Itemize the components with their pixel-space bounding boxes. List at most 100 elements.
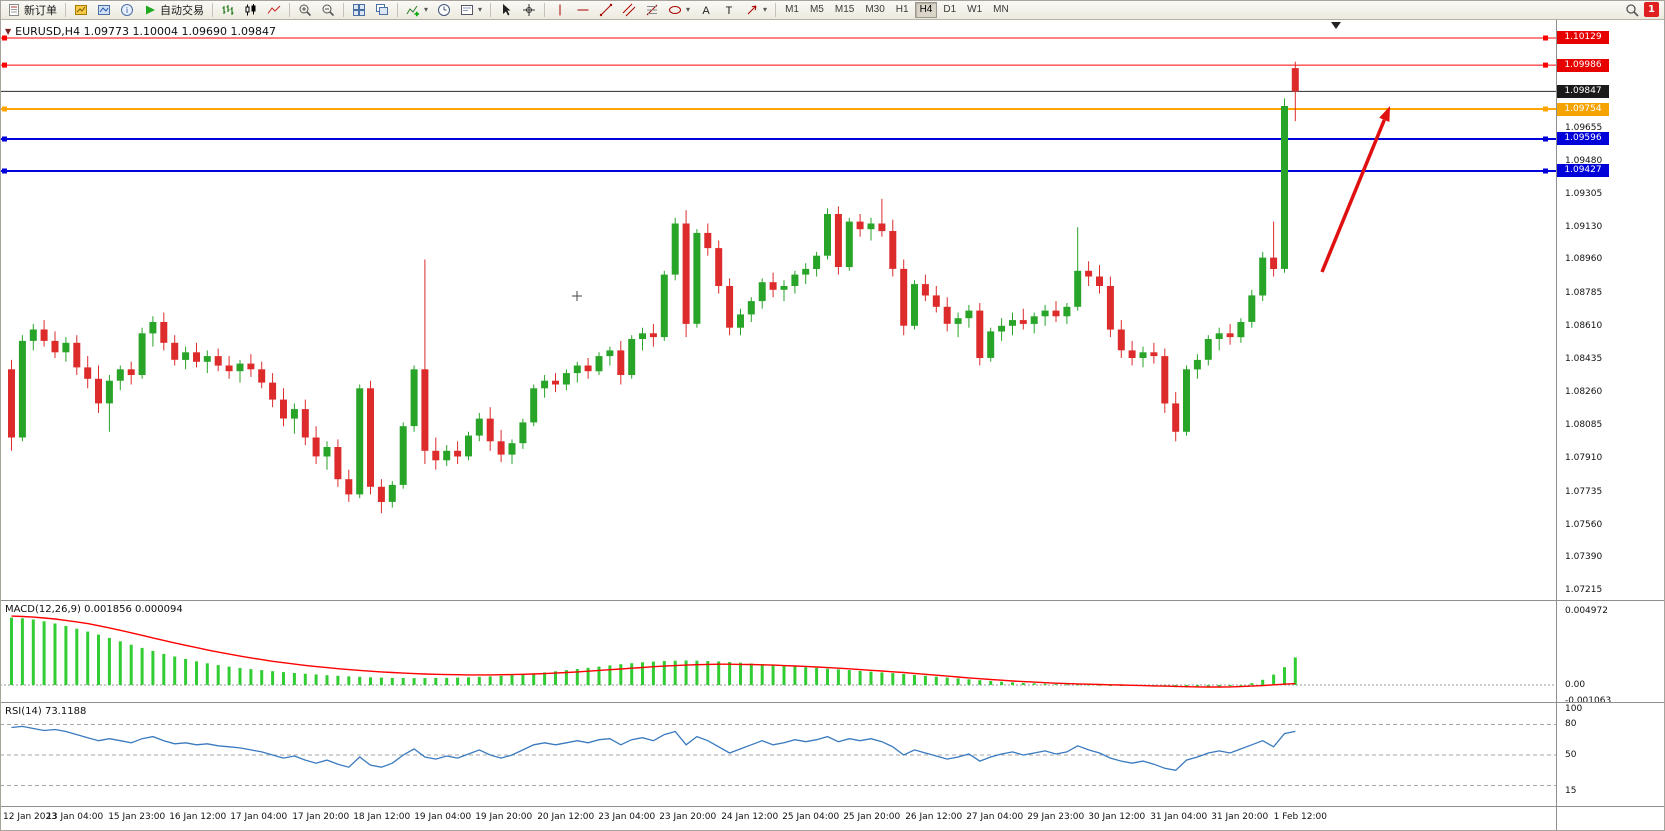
price-tick: 1.07735 (1565, 487, 1603, 497)
price-tick: 1.07910 (1565, 453, 1603, 463)
hline-handle[interactable] (2, 168, 7, 174)
rsi-panel-canvas[interactable] (0, 704, 1556, 806)
pane-divider[interactable] (0, 806, 1665, 807)
zoom-out-button[interactable] (317, 1, 339, 19)
hline-handle[interactable] (1543, 35, 1548, 41)
price-tick: 1.07560 (1565, 520, 1603, 530)
hline-handle[interactable] (2, 62, 7, 68)
tile-windows-button[interactable] (348, 1, 370, 19)
quote-header: ▼ EURUSD,H4 1.09773 1.10004 1.09690 1.09… (5, 25, 276, 38)
line-chart-icon (267, 3, 281, 17)
time-label: 15 Jan 23:00 (108, 812, 166, 822)
hline-handle[interactable] (2, 35, 7, 41)
macd-panel-canvas[interactable] (0, 602, 1556, 702)
time-label: 31 Jan 04:00 (1150, 812, 1208, 822)
candlestick-chart-button[interactable] (240, 1, 262, 19)
timeframe-m15[interactable]: M15 (830, 2, 859, 18)
time-label: 18 Jan 12:00 (353, 812, 411, 822)
new-chart-button[interactable] (70, 1, 92, 19)
timeframe-mn[interactable]: MN (988, 2, 1014, 18)
bar-chart-icon (221, 3, 235, 17)
time-label: 30 Jan 12:00 (1088, 812, 1146, 822)
indicators-button[interactable]: ▾ (402, 1, 432, 19)
cursor-button[interactable] (495, 1, 517, 19)
price-chart-canvas[interactable] (0, 20, 1556, 600)
cascade-windows-icon (375, 3, 389, 17)
price-tick: 1.07215 (1565, 585, 1603, 595)
collapse-chart-icon[interactable]: ▼ (5, 27, 12, 36)
autotrading-icon (143, 3, 157, 17)
data-window-button[interactable]: i (116, 1, 138, 19)
time-label: 19 Jan 04:00 (414, 812, 472, 822)
timeframe-h1[interactable]: H1 (891, 2, 914, 18)
timeframe-w1[interactable]: W1 (962, 2, 987, 18)
arrows-tool-button[interactable]: ▾ (741, 1, 771, 19)
trend-arrow[interactable] (1320, 119, 1386, 273)
time-label: 20 Jan 12:00 (537, 812, 595, 822)
search-button[interactable] (1621, 1, 1643, 19)
indicators-icon (406, 3, 420, 17)
new-order-button[interactable]: 新订单 (3, 1, 61, 19)
chart-shift-marker[interactable] (1331, 22, 1341, 29)
fibonacci-button[interactable] (641, 1, 663, 19)
time-label: 29 Jan 23:00 (1027, 812, 1085, 822)
notification-badge[interactable]: 1 (1644, 2, 1659, 17)
time-label: 17 Jan 20:00 (292, 812, 350, 822)
svg-text:i: i (126, 6, 128, 15)
timeframe-h4[interactable]: H4 (914, 1, 938, 18)
crosshair-icon (522, 3, 536, 17)
horizontal-line-icon (576, 3, 590, 17)
new-order-icon (7, 3, 21, 17)
timeframe-m5[interactable]: M5 (805, 2, 829, 18)
candlestick-chart-icon (244, 3, 258, 17)
crosshair-button[interactable] (518, 1, 540, 19)
label-tool-button[interactable]: T (718, 1, 740, 19)
price-tick: 1.07390 (1565, 552, 1603, 562)
channel-button[interactable] (618, 1, 640, 19)
profiles-button[interactable] (93, 1, 115, 19)
new-order-label: 新订单 (24, 4, 57, 17)
hline-handle[interactable] (1543, 168, 1548, 174)
time-label: 1 Feb 12:00 (1273, 812, 1327, 822)
clock-icon (437, 3, 451, 17)
arrow-tool-icon (745, 3, 759, 17)
horizontal-line-button[interactable] (572, 1, 594, 19)
vertical-line-button[interactable] (549, 1, 571, 19)
hline-handle[interactable] (1543, 106, 1548, 112)
macd-label: MACD(12,26,9) 0.001856 0.000094 (5, 604, 183, 615)
timeframe-m30[interactable]: M30 (860, 2, 889, 18)
text-tool-button[interactable]: A (695, 1, 717, 19)
price-tick: 1.08610 (1565, 321, 1603, 331)
timeframe-d1[interactable]: D1 (938, 2, 961, 18)
pane-divider[interactable] (0, 702, 1665, 703)
macd-axis-label: 0.004972 (1565, 606, 1608, 616)
svg-text:A: A (702, 5, 710, 17)
rsi-label: RSI(14) 73.1188 (5, 706, 87, 717)
pane-divider[interactable] (0, 600, 1665, 601)
hline-handle[interactable] (1543, 62, 1548, 68)
hline-handle[interactable] (2, 136, 7, 142)
bar-chart-button[interactable] (217, 1, 239, 19)
price-tick: 1.08260 (1565, 387, 1603, 397)
templates-button[interactable]: ▾ (456, 1, 486, 19)
autotrading-button[interactable]: 自动交易 (139, 1, 208, 19)
line-chart-button[interactable] (263, 1, 285, 19)
timeframe-m1[interactable]: M1 (780, 2, 804, 18)
time-label: 17 Jan 04:00 (230, 812, 288, 822)
shapes-button[interactable]: ▾ (664, 1, 694, 19)
rsi-axis-label: 15 (1565, 786, 1577, 796)
cascade-windows-button[interactable] (371, 1, 393, 19)
symbol-ohlc-text: EURUSD,H4 1.09773 1.10004 1.09690 1.0984… (15, 25, 277, 38)
rsi-axis-label: 50 (1565, 750, 1577, 760)
hline-handle[interactable] (1543, 136, 1548, 142)
time-axis[interactable]: 12 Jan 2023 13 Jan 04:00 15 Jan 23:00 16 Ja… (0, 807, 1556, 831)
periods-button[interactable] (433, 1, 455, 19)
price-axis[interactable]: 1.09655 1.09480 1.09305 1.09130 1.08960 1.087… (1556, 20, 1665, 831)
hline-handle[interactable] (2, 106, 7, 112)
price-tick: 1.09480 (1565, 156, 1603, 166)
trendline-button[interactable] (595, 1, 617, 19)
ellipse-shape-icon (668, 3, 682, 17)
zoom-in-button[interactable] (294, 1, 316, 19)
price-tick: 1.08085 (1565, 420, 1603, 430)
time-label: 25 Jan 04:00 (782, 812, 840, 822)
